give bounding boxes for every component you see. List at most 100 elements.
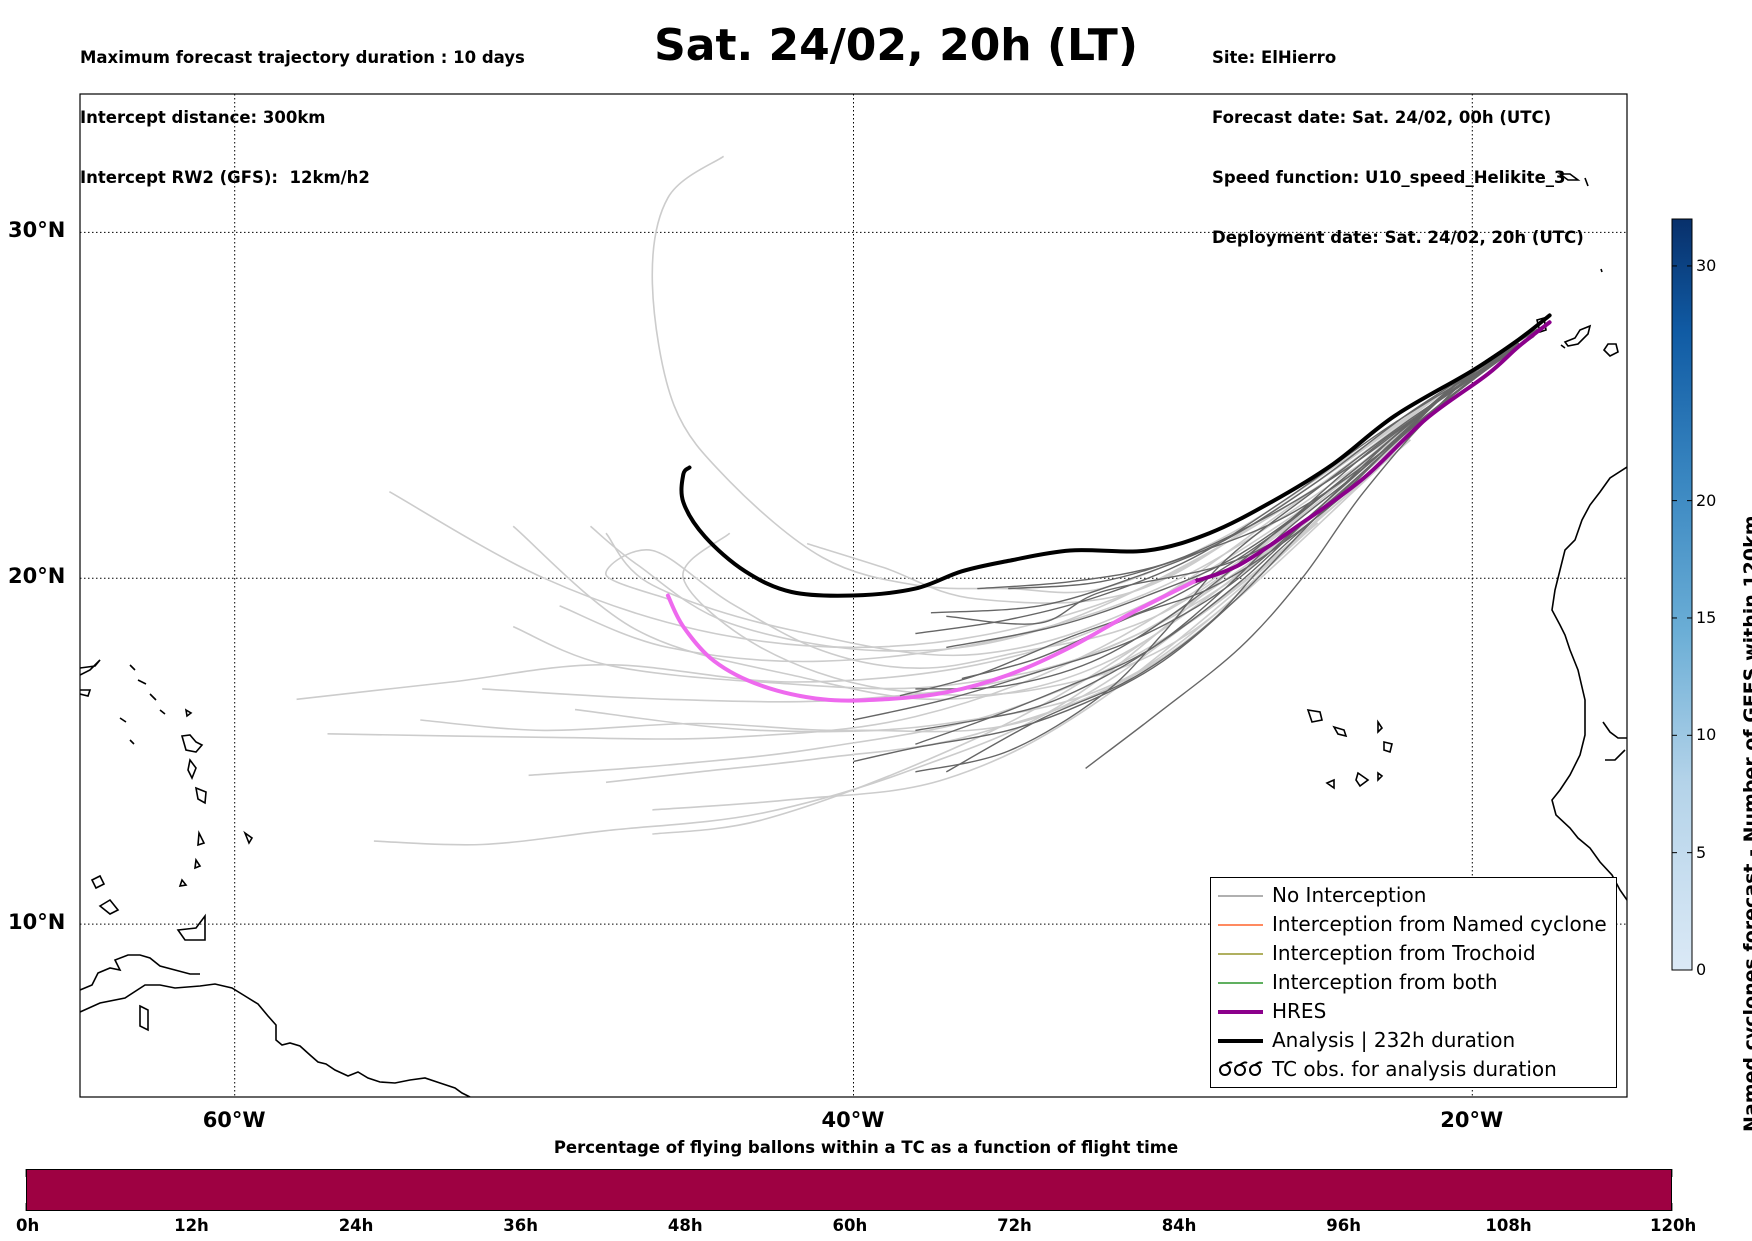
colorbar-tick-label: 20 <box>1696 490 1717 510</box>
colorbar-title: Named cyclones forecast - Number of GEFS… <box>1740 515 1752 1132</box>
flight-bar-tick-label: 96h <box>1326 1216 1362 1235</box>
legend-item-named-cyclone: Interception from Named cyclone <box>1211 910 1616 939</box>
tc-symbol-icon <box>1219 1061 1263 1076</box>
ensemble-track-light <box>605 456 1380 657</box>
flight-bar-title: Percentage of flying ballons within a TC… <box>553 1138 1179 1157</box>
flight-bar-tick-label: 72h <box>997 1216 1032 1235</box>
legend-label: Analysis | 232h duration <box>1272 1028 1516 1052</box>
flight-bar-tick-label: 24h <box>338 1216 374 1235</box>
ensemble-track-light <box>296 370 1473 701</box>
ensemble-track-no-interception <box>946 321 1550 649</box>
intercept-rw2-text: Intercept RW2 (GFS): 12km/h2 <box>80 168 370 187</box>
ensemble-track-light <box>373 370 1473 846</box>
hres-track <box>1191 320 1552 584</box>
map-legend: No Interception Interception from Named … <box>1210 877 1617 1088</box>
grenada-island <box>178 878 188 888</box>
ensemble-track-light <box>682 456 1381 697</box>
legend-item-no-interception: No Interception <box>1211 881 1616 910</box>
speed-function-text: Speed function: U10_speed_Helikite_3 <box>1212 168 1566 187</box>
antigua-island <box>184 708 193 718</box>
ensemble-track-no-interception <box>915 342 1520 745</box>
longitude-label: 20°W <box>1440 1108 1504 1132</box>
small-dot-island <box>1600 268 1603 273</box>
dominica-island <box>187 758 197 780</box>
colorbar-ticks <box>1672 265 1692 971</box>
flight-bar-tick-label: 0h <box>16 1216 40 1235</box>
flight-bar-tick-label: 48h <box>667 1216 703 1235</box>
ensemble-track-no-interception <box>915 356 1504 773</box>
ensemble-track-light <box>327 370 1473 740</box>
legend-key-hres <box>1218 1010 1263 1014</box>
tobago-island <box>90 874 120 915</box>
legend-item-trochoid: Interception from Trochoid <box>1211 939 1616 968</box>
martinique-island <box>194 786 207 805</box>
africa-coast-detail <box>1602 721 1627 761</box>
forecast-date-text: Forecast date: Sat. 24/02, 00h (UTC) <box>1212 108 1552 127</box>
ensemble-track-light <box>605 480 1349 669</box>
intercept-distance-text: Intercept distance: 300km <box>80 108 326 127</box>
st-vincent-island <box>194 857 202 870</box>
legend-label: Interception from both <box>1272 970 1498 994</box>
ensemble-track-light <box>482 404 1442 703</box>
cape-verde-islands <box>1306 708 1393 790</box>
legend-key-analysis <box>1218 1039 1263 1043</box>
ensemble-track-light <box>574 522 1319 733</box>
colorbar-tick-label: 30 <box>1696 255 1717 275</box>
ensemble-track-light <box>512 404 1442 701</box>
max-duration-text: Maximum forecast trajectory duration : 1… <box>80 48 525 67</box>
ensemble-track-light <box>651 155 1473 594</box>
trinidad-island <box>176 913 206 941</box>
flight-bar-tick-label: 84h <box>1161 1216 1197 1235</box>
longitude-label: 40°W <box>821 1108 885 1132</box>
legend-label: No Interception <box>1272 883 1427 907</box>
colorbar-tick-label: 5 <box>1696 842 1707 862</box>
flight-bar-tick-label: 60h <box>832 1216 868 1235</box>
ensemble-track-light <box>512 491 1349 690</box>
ensemble-track-light <box>806 370 1473 604</box>
curacao-islands <box>139 1004 149 1032</box>
leeward-islets <box>129 664 166 715</box>
colorbar-tick-label: 10 <box>1696 725 1717 745</box>
site-text: Site: ElHierro <box>1212 48 1337 67</box>
colorbar-tick-label: 0 <box>1696 960 1707 979</box>
ensemble-track-no-interception <box>1085 335 1535 769</box>
legend-key-both <box>1218 982 1263 984</box>
ensemble-track-no-interception <box>915 356 1504 690</box>
legend-label: HRES <box>1272 999 1327 1023</box>
colorbar <box>1671 218 1693 971</box>
legend-key-named-cyclone <box>1218 924 1263 926</box>
flight-time-bar <box>26 1169 1672 1211</box>
ensemble-track-no-interception <box>853 342 1520 721</box>
flight-bar-tick-label: 108h <box>1485 1216 1532 1235</box>
legend-key-no-interception <box>1218 895 1263 897</box>
ensemble-track-no-interception <box>915 356 1504 635</box>
canary-islands <box>1536 316 1619 357</box>
ensemble-track-light <box>652 522 1319 811</box>
legend-item-analysis: Analysis | 232h duration <box>1211 1026 1616 1055</box>
legend-item-both: Interception from both <box>1211 968 1616 997</box>
barbados-island <box>243 830 254 845</box>
guadeloupe-island <box>180 734 204 753</box>
map-frame <box>79 93 1628 1098</box>
legend-key-trochoid <box>1218 953 1263 955</box>
africa-coastline <box>1551 466 1627 901</box>
latitude-label: 10°N <box>8 910 66 935</box>
legend-label: Interception from Named cyclone <box>1272 912 1607 936</box>
flight-bar-tick-label: 36h <box>503 1216 539 1235</box>
south-america-coastline <box>80 983 471 1097</box>
ensemble-track-light <box>420 439 1411 733</box>
legend-item-tc-obs: TC obs. for analysis duration <box>1211 1055 1616 1084</box>
analysis-track <box>679 313 1552 598</box>
colorbar-tick-label: 15 <box>1696 607 1717 627</box>
st-lucia-island <box>197 830 206 847</box>
latitude-label: 30°N <box>8 218 66 243</box>
ensemble-track-no-interception <box>853 356 1504 763</box>
small-islets-west <box>80 689 135 745</box>
hres-track-highlight <box>665 579 1196 703</box>
legend-item-hres: HRES <box>1211 997 1616 1026</box>
venezuela-peninsula <box>80 954 200 991</box>
header-info-left: Maximum forecast trajectory duration : 1… <box>80 8 525 208</box>
puerto-rico-fragment <box>80 659 101 676</box>
madeira-island <box>1557 173 1589 187</box>
